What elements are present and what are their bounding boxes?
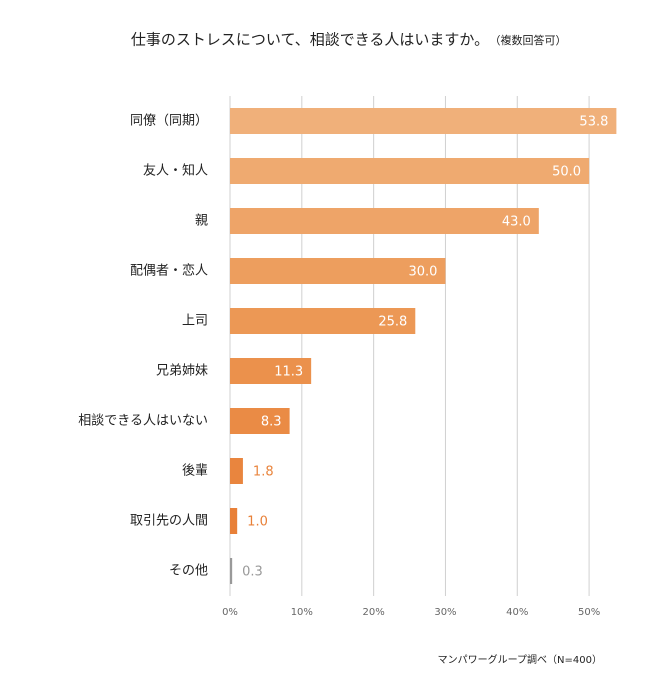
value-label: 53.8 xyxy=(579,115,608,130)
bar xyxy=(230,408,290,434)
y-tick-label: 後輩 xyxy=(182,464,208,479)
y-tick-label: 同僚（同期） xyxy=(130,114,208,129)
value-label: 43.0 xyxy=(502,215,531,230)
value-label: 25.8 xyxy=(378,315,407,330)
y-tick-label: その他 xyxy=(169,564,208,579)
chart-subtitle: （複数回答可） xyxy=(490,33,567,47)
value-label: 8.3 xyxy=(261,415,282,430)
x-tick-label: 0% xyxy=(222,607,238,618)
x-tick-label: 20% xyxy=(363,607,385,618)
bar xyxy=(230,308,416,334)
y-tick-label: 兄弟姉妹 xyxy=(156,364,208,379)
bar xyxy=(230,258,446,284)
bar xyxy=(230,108,617,134)
value-label: 1.0 xyxy=(247,515,268,530)
bar xyxy=(230,158,590,184)
value-label: 1.8 xyxy=(253,465,274,480)
x-tick-label: 30% xyxy=(434,607,456,618)
y-tick-label: 取引先の人間 xyxy=(130,514,208,529)
bar xyxy=(230,508,238,534)
y-tick-label: 相談できる人はいない xyxy=(78,413,208,429)
y-tick-label: 配偶者・恋人 xyxy=(130,263,208,279)
y-tick-label: 上司 xyxy=(182,314,208,329)
source: マンパワーグループ調べ（N=400） xyxy=(438,653,602,666)
bar xyxy=(230,208,539,234)
bar xyxy=(230,558,233,584)
x-tick-label: 40% xyxy=(506,607,528,618)
bar xyxy=(230,358,312,384)
y-tick-label: 親 xyxy=(195,214,208,229)
x-tick-label: 10% xyxy=(291,607,313,618)
value-label: 30.0 xyxy=(409,265,438,280)
value-label: 50.0 xyxy=(552,165,581,180)
y-tick-label: 友人・知人 xyxy=(143,163,208,179)
value-label: 11.3 xyxy=(274,365,303,380)
bar xyxy=(230,458,243,484)
value-label: 0.3 xyxy=(242,565,263,580)
chart-title: 仕事のストレスについて、相談できる人はいますか。 xyxy=(131,31,489,49)
x-tick-label: 50% xyxy=(578,607,600,618)
